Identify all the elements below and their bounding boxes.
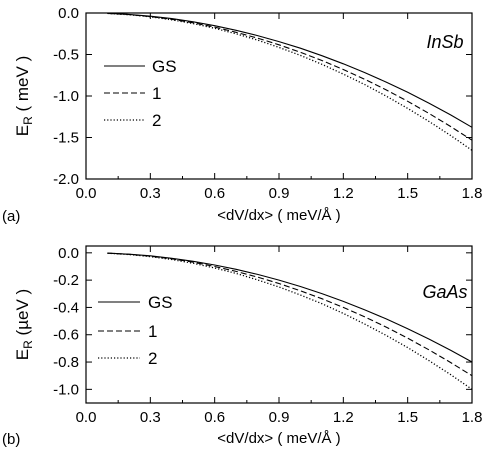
chart-panel: 0.0 0.3 0.6 0.9 1.2 1.5 1.8 0.0 -0.2 -0.4 -0.6 -0.8…	[2, 245, 482, 448]
panel-label: (b)	[2, 431, 20, 448]
y-tick-label: -2.0	[53, 171, 79, 188]
x-tick-label: 0.3	[140, 185, 161, 202]
x-tick-label: 0.6	[204, 185, 225, 202]
material-label: GaAs	[422, 282, 467, 302]
x-tick-label: 0.3	[140, 409, 161, 426]
legend-label: 2	[148, 349, 157, 368]
y-tick-label: -1.0	[53, 381, 79, 398]
x-tick-label: 0.0	[76, 409, 97, 426]
series-line-2	[107, 12, 473, 151]
y-axis-label-unit: ( meV )	[13, 56, 32, 116]
x-tick-label: 1.5	[397, 185, 418, 202]
chart-panel: 0.0 0.3 0.6 0.9 1.2 1.5 1.8 0.0 -0.5 -1.0 -1.5 -2.0…	[2, 5, 482, 225]
y-tick-label: -1.0	[53, 88, 79, 105]
series-line-1	[107, 252, 473, 377]
y-axis-label-main: E	[13, 125, 32, 136]
series-line-gs	[107, 252, 473, 363]
y-tick-label: -0.5	[53, 47, 79, 64]
legend-label: GS	[152, 57, 177, 76]
x-tick-label: 1.8	[462, 409, 483, 426]
material-label: InSb	[426, 32, 463, 52]
y-axis-label-main: E	[13, 349, 32, 360]
legend-label: 1	[148, 322, 157, 341]
x-tick-label: 1.5	[397, 409, 418, 426]
y-axis-label: ER (µeV )	[13, 289, 35, 360]
panel-label: (a)	[2, 208, 20, 225]
y-tick-label: -1.5	[53, 130, 79, 147]
y-axis-label-unit: (µeV )	[13, 289, 32, 340]
series-line-1	[107, 12, 473, 141]
x-axis-label: <dV/dx> ( meV/Å )	[217, 207, 340, 224]
x-tick-label: 0.9	[269, 185, 290, 202]
y-tick-label: -0.8	[53, 354, 79, 371]
x-tick-label: 1.2	[333, 409, 354, 426]
x-axis-label: <dV/dx> ( meV/Å )	[217, 430, 340, 447]
x-tick-label: 0.9	[269, 409, 290, 426]
x-tick-label: 1.8	[462, 185, 483, 202]
y-axis-label-sub: R	[21, 116, 35, 125]
y-axis-label-sub: R	[21, 340, 35, 349]
y-axis-label: ER ( meV )	[13, 56, 35, 136]
legend-label: 1	[152, 84, 161, 103]
y-tick-label: -0.2	[53, 272, 79, 289]
legend-label: GS	[148, 293, 173, 312]
y-tick-label: 0.0	[58, 245, 79, 262]
x-tick-label: 0.0	[76, 185, 97, 202]
series-line-2	[107, 252, 473, 390]
y-tick-label: -0.6	[53, 327, 79, 344]
x-tick-label: 0.6	[204, 409, 225, 426]
legend-label: 2	[152, 111, 161, 130]
y-tick-label: -0.4	[53, 299, 79, 316]
plot-frame	[85, 245, 473, 404]
series-line-gs	[107, 12, 473, 128]
x-tick-label: 1.2	[333, 185, 354, 202]
y-tick-label: 0.0	[58, 5, 79, 22]
